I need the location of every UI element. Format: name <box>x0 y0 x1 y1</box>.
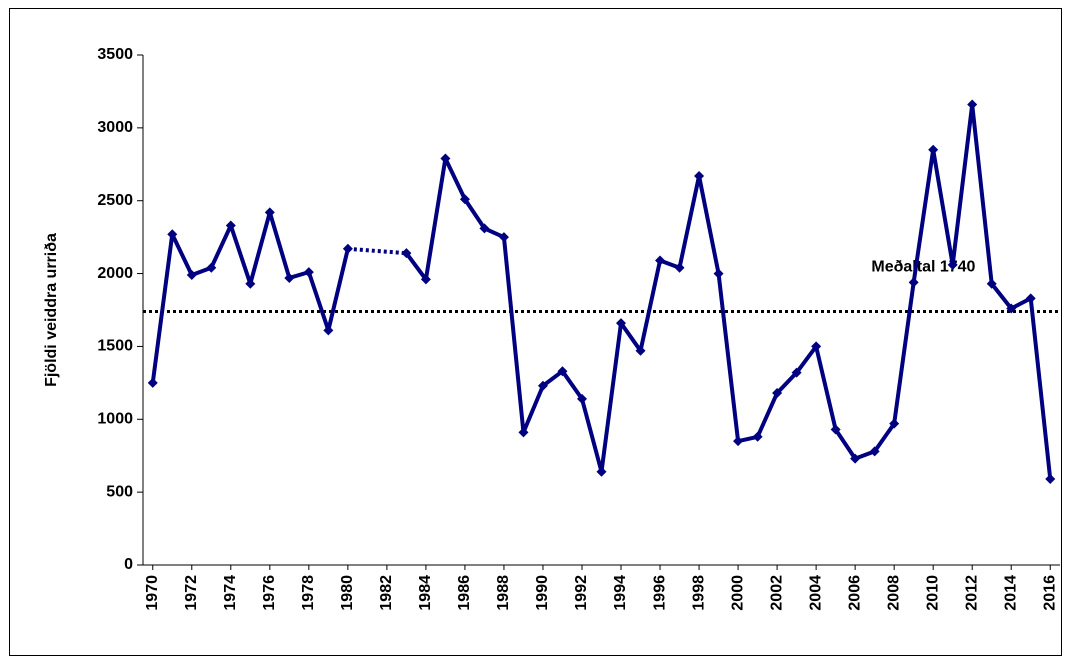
point-marker <box>147 377 158 388</box>
point-marker <box>498 232 509 243</box>
x-tick-label: 1972 <box>183 575 200 611</box>
point-marker <box>869 446 880 457</box>
point-marker <box>752 431 763 442</box>
x-tick-label: 2010 <box>924 575 941 611</box>
point-marker <box>225 220 236 231</box>
x-tick-label: 2002 <box>768 575 785 611</box>
point-marker <box>537 380 548 391</box>
x-tick-label: 1992 <box>573 575 590 611</box>
point-marker <box>420 274 431 285</box>
point-marker <box>830 424 841 435</box>
x-tick-label: 2006 <box>846 575 863 611</box>
x-tick-label: 1998 <box>690 575 707 611</box>
x-tick-label: 1994 <box>612 575 629 611</box>
point-marker <box>772 388 783 399</box>
y-tick-label: 3500 <box>97 46 133 63</box>
x-tick-label: 1982 <box>378 575 395 611</box>
x-tick-label: 1988 <box>495 575 512 611</box>
point-marker <box>186 270 197 281</box>
point-marker <box>557 366 568 377</box>
x-tick-label: 1990 <box>534 575 551 611</box>
x-tick-label: 2014 <box>1002 575 1019 611</box>
point-marker <box>479 223 490 234</box>
point-marker <box>303 267 314 278</box>
point-marker <box>401 248 412 259</box>
point-marker <box>947 259 958 270</box>
point-marker <box>967 99 978 110</box>
point-marker <box>342 243 353 254</box>
point-marker <box>733 436 744 447</box>
x-tick-label: 1986 <box>456 575 473 611</box>
point-marker <box>674 262 685 273</box>
x-tick-label: 2000 <box>729 575 746 611</box>
y-axis-label: Fjöldi veiddra urriða <box>43 233 60 387</box>
point-marker <box>908 277 919 288</box>
point-marker <box>1025 293 1036 304</box>
point-marker <box>1006 303 1017 314</box>
chart-frame <box>9 8 1062 656</box>
point-marker <box>850 453 861 464</box>
y-tick-label: 0 <box>124 556 133 573</box>
point-marker <box>791 367 802 378</box>
x-tick-label: 1996 <box>651 575 668 611</box>
x-tick-label: 1980 <box>339 575 356 611</box>
x-tick-label: 1978 <box>300 575 317 611</box>
point-marker <box>928 144 939 155</box>
y-tick-label: 1500 <box>97 338 133 355</box>
point-marker <box>440 153 451 164</box>
point-marker <box>889 418 900 429</box>
point-marker <box>986 278 997 289</box>
x-tick-label: 2012 <box>963 575 980 611</box>
point-marker <box>323 325 334 336</box>
point-marker <box>616 318 627 329</box>
point-marker <box>459 194 470 205</box>
point-marker <box>1045 474 1056 485</box>
y-tick-label: 3000 <box>97 119 133 136</box>
point-marker <box>264 207 275 218</box>
y-tick-label: 2500 <box>97 192 133 209</box>
y-tick-label: 2000 <box>97 265 133 282</box>
x-tick-label: 2016 <box>1041 575 1058 611</box>
point-marker <box>694 170 705 181</box>
y-tick-label: 500 <box>106 483 133 500</box>
point-marker <box>596 466 607 477</box>
point-marker <box>576 393 587 404</box>
gap-connector <box>347 246 407 256</box>
reference-label: Meðaltal 1740 <box>871 259 975 276</box>
point-marker <box>206 262 217 273</box>
point-marker <box>167 229 178 240</box>
x-tick-label: 1976 <box>261 575 278 611</box>
x-tick-label: 1970 <box>144 575 161 611</box>
x-tick-label: 2008 <box>885 575 902 611</box>
point-marker <box>635 345 646 356</box>
point-marker <box>655 255 666 266</box>
point-marker <box>284 272 295 283</box>
x-tick-label: 1984 <box>417 575 434 611</box>
point-marker <box>811 341 822 352</box>
y-tick-label: 1000 <box>97 411 133 428</box>
point-marker <box>245 278 256 289</box>
x-tick-label: 1974 <box>222 575 239 611</box>
point-marker <box>518 427 529 438</box>
point-marker <box>713 268 724 279</box>
x-tick-label: 2004 <box>807 575 824 611</box>
